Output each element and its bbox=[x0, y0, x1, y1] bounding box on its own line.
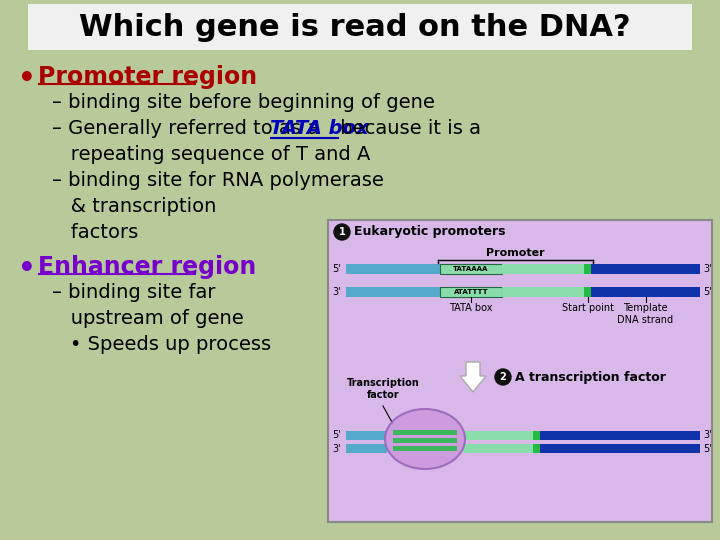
FancyBboxPatch shape bbox=[346, 287, 440, 297]
FancyBboxPatch shape bbox=[393, 438, 457, 443]
Text: Start point: Start point bbox=[562, 303, 613, 313]
Circle shape bbox=[334, 224, 350, 240]
Text: Eukaryotic promoters: Eukaryotic promoters bbox=[354, 226, 505, 239]
Text: – binding site before beginning of gene: – binding site before beginning of gene bbox=[52, 93, 435, 112]
FancyBboxPatch shape bbox=[346, 431, 387, 440]
Text: 5': 5' bbox=[703, 287, 712, 297]
Text: 3': 3' bbox=[333, 287, 341, 297]
FancyBboxPatch shape bbox=[463, 444, 533, 453]
FancyBboxPatch shape bbox=[393, 430, 457, 435]
Text: 3': 3' bbox=[333, 443, 341, 454]
Text: because it is a: because it is a bbox=[333, 119, 480, 138]
Text: ATATTTT: ATATTTT bbox=[454, 289, 488, 295]
FancyBboxPatch shape bbox=[540, 431, 700, 440]
Text: Template
DNA strand: Template DNA strand bbox=[618, 303, 674, 325]
FancyBboxPatch shape bbox=[440, 264, 502, 274]
Text: TATA box: TATA box bbox=[449, 303, 492, 313]
Text: – binding site far: – binding site far bbox=[52, 283, 215, 302]
Text: •: • bbox=[18, 65, 36, 93]
Text: 5': 5' bbox=[332, 430, 341, 441]
Text: TATA box: TATA box bbox=[269, 119, 368, 138]
FancyArrow shape bbox=[460, 362, 486, 392]
Text: factors: factors bbox=[52, 223, 138, 242]
Text: 2: 2 bbox=[500, 372, 506, 382]
Text: A transcription factor: A transcription factor bbox=[515, 370, 666, 383]
Text: – binding site for RNA polymerase: – binding site for RNA polymerase bbox=[52, 171, 384, 190]
Text: upstream of gene: upstream of gene bbox=[52, 309, 244, 328]
FancyBboxPatch shape bbox=[591, 264, 700, 274]
Text: 5': 5' bbox=[703, 443, 712, 454]
Text: TATAAAA: TATAAAA bbox=[454, 266, 489, 272]
FancyBboxPatch shape bbox=[463, 431, 533, 440]
FancyBboxPatch shape bbox=[502, 264, 584, 274]
FancyBboxPatch shape bbox=[540, 444, 700, 453]
Text: 3': 3' bbox=[703, 264, 711, 274]
FancyBboxPatch shape bbox=[346, 264, 440, 274]
Text: Transcription
factor: Transcription factor bbox=[346, 378, 419, 400]
Text: 3': 3' bbox=[703, 430, 711, 441]
FancyBboxPatch shape bbox=[584, 287, 591, 297]
FancyBboxPatch shape bbox=[328, 220, 712, 522]
Text: 1: 1 bbox=[338, 227, 346, 237]
Text: •: • bbox=[18, 255, 36, 283]
Text: Promoter region: Promoter region bbox=[38, 65, 257, 89]
FancyBboxPatch shape bbox=[584, 264, 591, 274]
Text: • Speeds up process: • Speeds up process bbox=[70, 335, 271, 354]
FancyBboxPatch shape bbox=[393, 446, 457, 451]
Text: & transcription: & transcription bbox=[52, 197, 217, 216]
FancyBboxPatch shape bbox=[533, 431, 540, 440]
FancyBboxPatch shape bbox=[533, 444, 540, 453]
Text: repeating sequence of T and A: repeating sequence of T and A bbox=[52, 145, 370, 164]
FancyBboxPatch shape bbox=[440, 287, 502, 297]
Text: – Generally referred to as a: – Generally referred to as a bbox=[52, 119, 325, 138]
FancyBboxPatch shape bbox=[346, 444, 387, 453]
FancyBboxPatch shape bbox=[502, 287, 584, 297]
Text: 5': 5' bbox=[332, 264, 341, 274]
Circle shape bbox=[495, 369, 511, 385]
Ellipse shape bbox=[385, 409, 465, 469]
FancyBboxPatch shape bbox=[28, 4, 692, 50]
Text: Promoter: Promoter bbox=[486, 248, 545, 258]
Text: Which gene is read on the DNA?: Which gene is read on the DNA? bbox=[79, 12, 631, 42]
FancyBboxPatch shape bbox=[591, 287, 700, 297]
Text: Enhancer region: Enhancer region bbox=[38, 255, 256, 279]
